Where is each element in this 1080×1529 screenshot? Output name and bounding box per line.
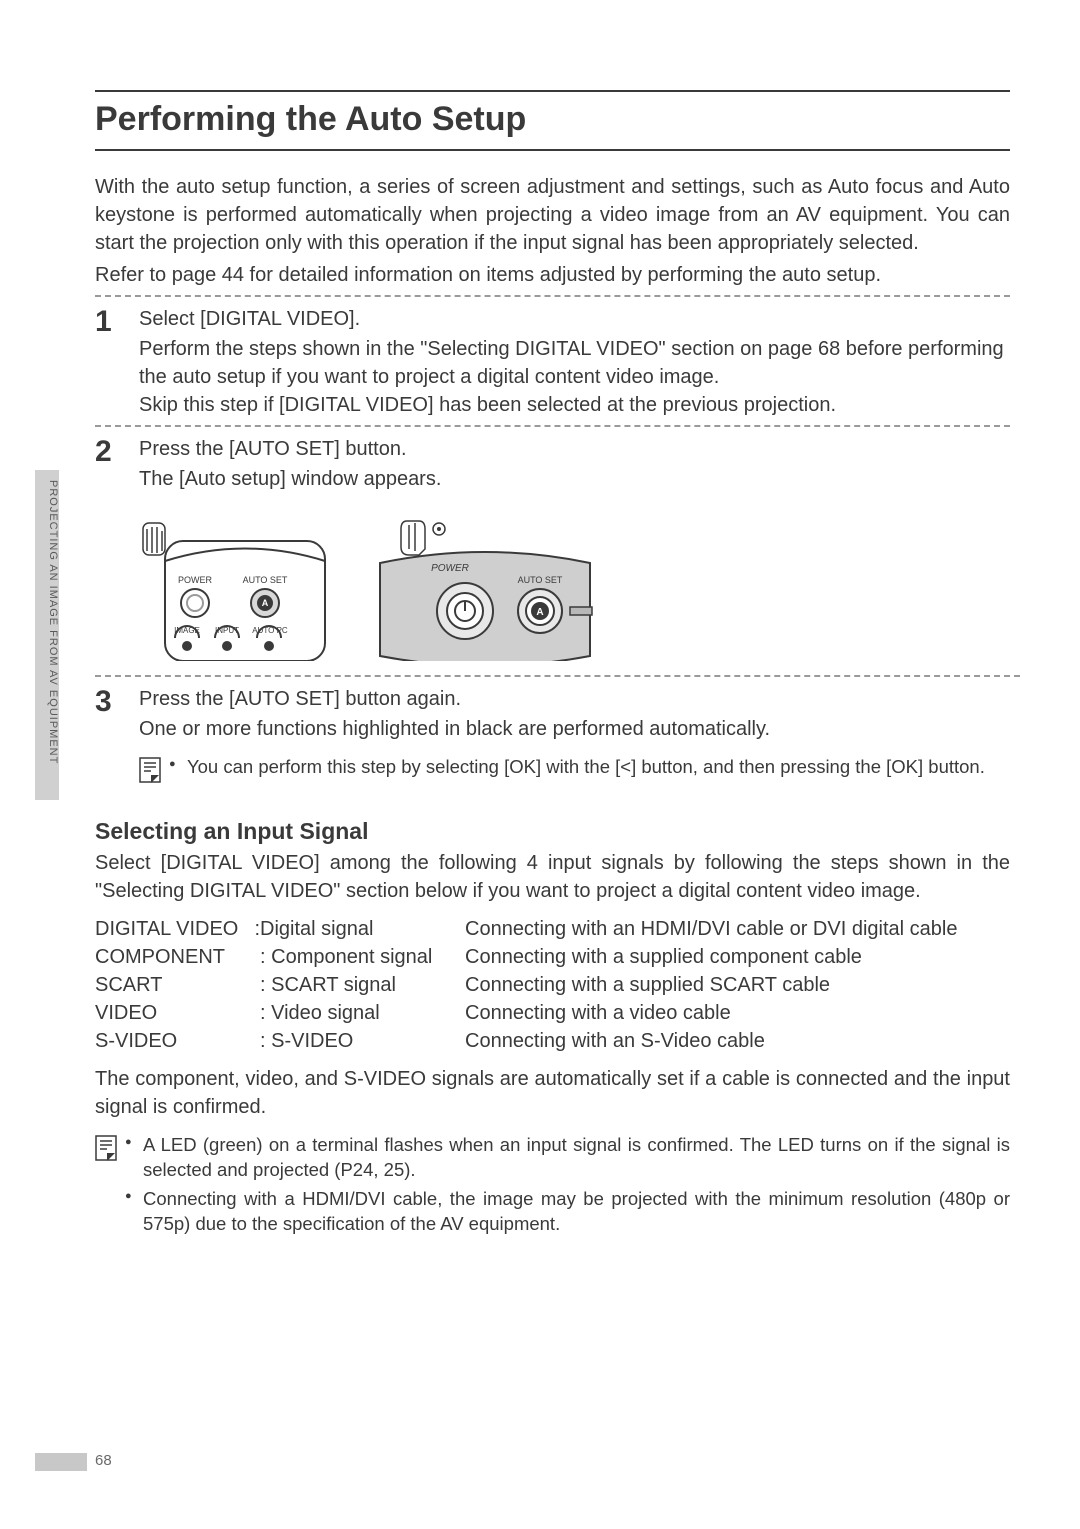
svg-text:A: A [536, 607, 543, 618]
panel-illustration: POWER AUTO SET A [375, 511, 595, 661]
page-title: Performing the Auto Setup [95, 90, 1010, 151]
note-icon [95, 1133, 125, 1241]
label-power: POWER [178, 575, 213, 585]
label-power: POWER [431, 563, 469, 574]
table-row: COMPONENT : Component signal Connecting … [95, 943, 1010, 971]
svg-text:A: A [262, 598, 269, 608]
table-row: S-VIDEO : S-VIDEO Connecting with an S-V… [95, 1027, 1010, 1055]
sub-paragraph: Select [DIGITAL VIDEO] among the followi… [95, 849, 1010, 905]
page-num-bar [35, 1453, 87, 1471]
refer-paragraph: Refer to page 44 for detailed informatio… [95, 261, 1010, 289]
step-number: 1 [95, 305, 139, 419]
intro-paragraph: With the auto setup function, a series o… [95, 173, 1010, 257]
note-text: A LED (green) on a terminal flashes when… [125, 1133, 1010, 1183]
table-row: DIGITAL VIDEO: Digital signal Connecting… [95, 915, 1010, 943]
signal-table: DIGITAL VIDEO: Digital signal Connecting… [95, 915, 1010, 1055]
label-autoset: AUTO SET [518, 575, 563, 585]
step-heading: Select [DIGITAL VIDEO]. [139, 305, 1010, 333]
after-signals: The component, video, and S-VIDEO signal… [95, 1065, 1010, 1121]
step-heading: Press the [AUTO SET] button again. [139, 685, 1010, 713]
divider [95, 295, 1010, 297]
step-2: 2 Press the [AUTO SET] button. The [Auto… [95, 435, 1010, 493]
step-number: 3 [95, 685, 139, 743]
page-number: 68 [95, 1452, 112, 1469]
step-text: The [Auto setup] window appears. [139, 465, 1010, 493]
note-text: You can perform this step by selecting [… [169, 755, 1010, 780]
step-text: One or more functions highlighted in bla… [139, 715, 1010, 743]
table-row: SCART : SCART signal Connecting with a s… [95, 971, 1010, 999]
divider [95, 425, 1010, 427]
illustration-row: POWER AUTO SET A IMAGE INPUT AUTO PC [135, 511, 1010, 661]
step-text: Perform the steps shown in the "Selectin… [139, 335, 1010, 391]
step-heading: Press the [AUTO SET] button. [139, 435, 1010, 463]
divider [95, 675, 1020, 677]
step-1: 1 Select [DIGITAL VIDEO]. Perform the st… [95, 305, 1010, 419]
label-autoset: AUTO SET [243, 575, 288, 585]
note-text: Connecting with a HDMI/DVI cable, the im… [125, 1187, 1010, 1237]
step-number: 2 [95, 435, 139, 493]
step-3: 3 Press the [AUTO SET] button again. One… [95, 685, 1010, 743]
remote-illustration: POWER AUTO SET A IMAGE INPUT AUTO PC [135, 511, 335, 661]
table-row: VIDEO : Video signal Connecting with a v… [95, 999, 1010, 1027]
subheading: Selecting an Input Signal [95, 818, 1010, 845]
step-text: Skip this step if [DIGITAL VIDEO] has be… [139, 391, 1010, 419]
note-block-2: A LED (green) on a terminal flashes when… [95, 1133, 1010, 1241]
note-block: You can perform this step by selecting [… [139, 755, 1010, 790]
note-icon [139, 755, 169, 790]
